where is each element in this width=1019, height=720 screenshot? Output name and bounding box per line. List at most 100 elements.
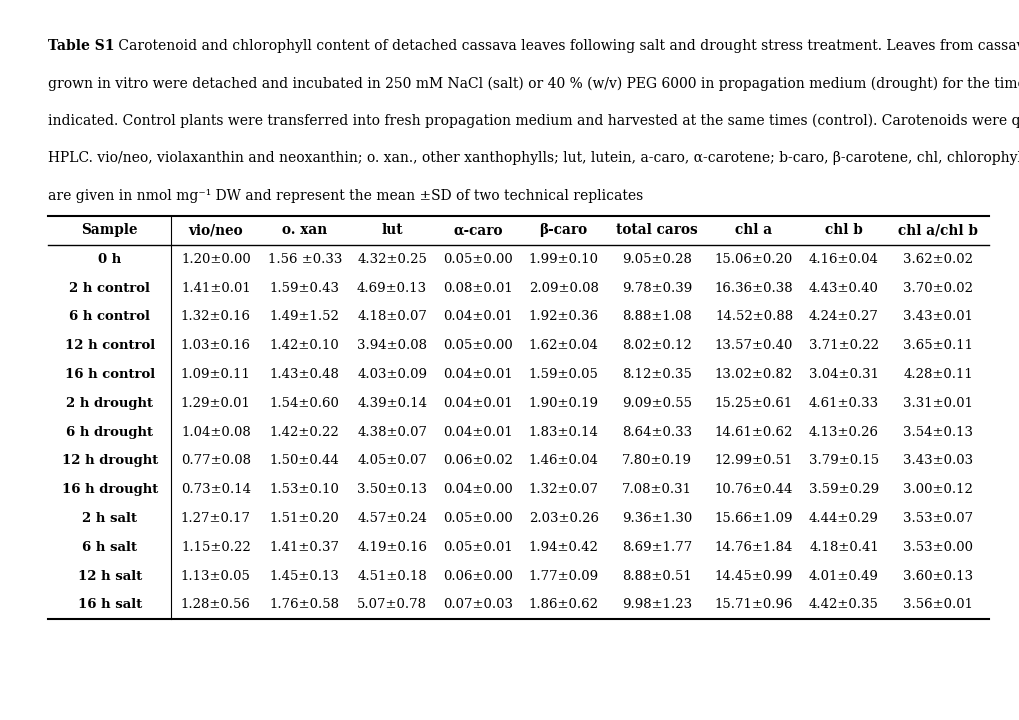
Text: 1.28±0.56: 1.28±0.56 — [180, 598, 251, 611]
Text: indicated. Control plants were transferred into fresh propagation medium and har: indicated. Control plants were transferr… — [48, 114, 1019, 128]
Text: lut: lut — [381, 223, 403, 238]
Text: 16 h control: 16 h control — [64, 368, 155, 381]
Text: 9.36±1.30: 9.36±1.30 — [621, 512, 691, 525]
Text: 1.41±0.37: 1.41±0.37 — [269, 541, 339, 554]
Text: 1.56 ±0.33: 1.56 ±0.33 — [267, 253, 341, 266]
Text: 13.02±0.82: 13.02±0.82 — [714, 368, 793, 381]
Text: 3.94±0.08: 3.94±0.08 — [357, 339, 427, 352]
Text: 5.07±0.78: 5.07±0.78 — [357, 598, 427, 611]
Text: 3.00±0.12: 3.00±0.12 — [902, 483, 972, 496]
Text: 1.53±0.10: 1.53±0.10 — [270, 483, 339, 496]
Text: 1.59±0.43: 1.59±0.43 — [269, 282, 339, 294]
Text: 1.51±0.20: 1.51±0.20 — [270, 512, 339, 525]
Text: 1.86±0.62: 1.86±0.62 — [528, 598, 598, 611]
Text: 1.49±1.52: 1.49±1.52 — [270, 310, 339, 323]
Text: 0.08±0.01: 0.08±0.01 — [442, 282, 513, 294]
Text: 3.31±0.01: 3.31±0.01 — [902, 397, 972, 410]
Text: 16 h salt: 16 h salt — [77, 598, 142, 611]
Text: 12.99±0.51: 12.99±0.51 — [714, 454, 793, 467]
Text: 1.59±0.05: 1.59±0.05 — [528, 368, 598, 381]
Text: 4.18±0.07: 4.18±0.07 — [357, 310, 427, 323]
Text: 1.50±0.44: 1.50±0.44 — [270, 454, 339, 467]
Text: 14.52±0.88: 14.52±0.88 — [714, 310, 793, 323]
Text: 3.53±0.00: 3.53±0.00 — [902, 541, 972, 554]
Text: 13.57±0.40: 13.57±0.40 — [714, 339, 793, 352]
Text: 1.94±0.42: 1.94±0.42 — [528, 541, 598, 554]
Text: 6 h control: 6 h control — [69, 310, 150, 323]
Text: 15.06±0.20: 15.06±0.20 — [714, 253, 793, 266]
Text: 0.04±0.01: 0.04±0.01 — [442, 368, 513, 381]
Text: 1.45±0.13: 1.45±0.13 — [270, 570, 339, 582]
Text: 0 h: 0 h — [98, 253, 121, 266]
Text: β-caro: β-caro — [539, 223, 587, 238]
Text: 6 h drought: 6 h drought — [66, 426, 153, 438]
Text: 3.04±0.31: 3.04±0.31 — [808, 368, 878, 381]
Text: 1.32±0.07: 1.32±0.07 — [528, 483, 598, 496]
Text: 3.59±0.29: 3.59±0.29 — [808, 483, 878, 496]
Text: 1.20±0.00: 1.20±0.00 — [180, 253, 251, 266]
Text: vio/neo: vio/neo — [189, 223, 243, 238]
Text: 16.36±0.38: 16.36±0.38 — [714, 282, 793, 294]
Text: 15.71±0.96: 15.71±0.96 — [714, 598, 793, 611]
Text: 0.05±0.00: 0.05±0.00 — [442, 253, 513, 266]
Text: 1.13±0.05: 1.13±0.05 — [180, 570, 251, 582]
Text: 1.42±0.10: 1.42±0.10 — [270, 339, 339, 352]
Text: 4.18±0.41: 4.18±0.41 — [808, 541, 878, 554]
Text: 3.50±0.13: 3.50±0.13 — [357, 483, 427, 496]
Text: 2 h drought: 2 h drought — [66, 397, 153, 410]
Text: 14.61±0.62: 14.61±0.62 — [714, 426, 793, 438]
Text: 0.04±0.01: 0.04±0.01 — [442, 426, 513, 438]
Text: 9.05±0.28: 9.05±0.28 — [622, 253, 691, 266]
Text: 4.42±0.35: 4.42±0.35 — [808, 598, 878, 611]
Text: 3.79±0.15: 3.79±0.15 — [808, 454, 878, 467]
Text: 8.02±0.12: 8.02±0.12 — [622, 339, 691, 352]
Text: 9.09±0.55: 9.09±0.55 — [622, 397, 691, 410]
Text: 6 h salt: 6 h salt — [83, 541, 137, 554]
Text: 4.39±0.14: 4.39±0.14 — [357, 397, 427, 410]
Text: 2.03±0.26: 2.03±0.26 — [528, 512, 598, 525]
Text: 0.77±0.08: 0.77±0.08 — [180, 454, 251, 467]
Text: 15.25±0.61: 15.25±0.61 — [714, 397, 793, 410]
Text: 8.12±0.35: 8.12±0.35 — [622, 368, 691, 381]
Text: 4.03±0.09: 4.03±0.09 — [357, 368, 427, 381]
Text: 4.05±0.07: 4.05±0.07 — [357, 454, 427, 467]
Text: o. xan: o. xan — [282, 223, 327, 238]
Text: 4.01±0.49: 4.01±0.49 — [808, 570, 878, 582]
Text: 4.44±0.29: 4.44±0.29 — [808, 512, 878, 525]
Text: 0.05±0.01: 0.05±0.01 — [442, 541, 513, 554]
Text: 7.08±0.31: 7.08±0.31 — [622, 483, 691, 496]
Text: total caros: total caros — [615, 223, 697, 238]
Text: 9.98±1.23: 9.98±1.23 — [621, 598, 691, 611]
Text: 12 h control: 12 h control — [64, 339, 155, 352]
Text: 7.80±0.19: 7.80±0.19 — [622, 454, 691, 467]
Text: 14.76±1.84: 14.76±1.84 — [714, 541, 793, 554]
Text: 3.65±0.11: 3.65±0.11 — [902, 339, 972, 352]
Text: 4.13±0.26: 4.13±0.26 — [808, 426, 878, 438]
Text: 4.32±0.25: 4.32±0.25 — [357, 253, 427, 266]
Text: 3.62±0.02: 3.62±0.02 — [902, 253, 972, 266]
Text: 4.51±0.18: 4.51±0.18 — [357, 570, 427, 582]
Text: 4.24±0.27: 4.24±0.27 — [808, 310, 878, 323]
Text: 14.45±0.99: 14.45±0.99 — [714, 570, 793, 582]
Text: 2.09±0.08: 2.09±0.08 — [528, 282, 598, 294]
Text: 1.90±0.19: 1.90±0.19 — [528, 397, 598, 410]
Text: 3.54±0.13: 3.54±0.13 — [902, 426, 972, 438]
Text: 0.04±0.01: 0.04±0.01 — [442, 310, 513, 323]
Text: 4.69±0.13: 4.69±0.13 — [357, 282, 427, 294]
Text: 4.16±0.04: 4.16±0.04 — [808, 253, 878, 266]
Text: 1.32±0.16: 1.32±0.16 — [180, 310, 251, 323]
Text: α-caro: α-caro — [452, 223, 502, 238]
Text: 1.46±0.04: 1.46±0.04 — [528, 454, 598, 467]
Text: 4.57±0.24: 4.57±0.24 — [357, 512, 427, 525]
Text: 4.61±0.33: 4.61±0.33 — [808, 397, 878, 410]
Text: 0.05±0.00: 0.05±0.00 — [442, 339, 513, 352]
Text: 1.99±0.10: 1.99±0.10 — [528, 253, 598, 266]
Text: 1.41±0.01: 1.41±0.01 — [180, 282, 251, 294]
Text: 1.29±0.01: 1.29±0.01 — [180, 397, 251, 410]
Text: 8.69±1.77: 8.69±1.77 — [621, 541, 691, 554]
Text: 4.43±0.40: 4.43±0.40 — [808, 282, 878, 294]
Text: 8.88±1.08: 8.88±1.08 — [622, 310, 691, 323]
Text: 1.76±0.58: 1.76±0.58 — [269, 598, 339, 611]
Text: chl b: chl b — [824, 223, 862, 238]
Text: 0.06±0.00: 0.06±0.00 — [442, 570, 513, 582]
